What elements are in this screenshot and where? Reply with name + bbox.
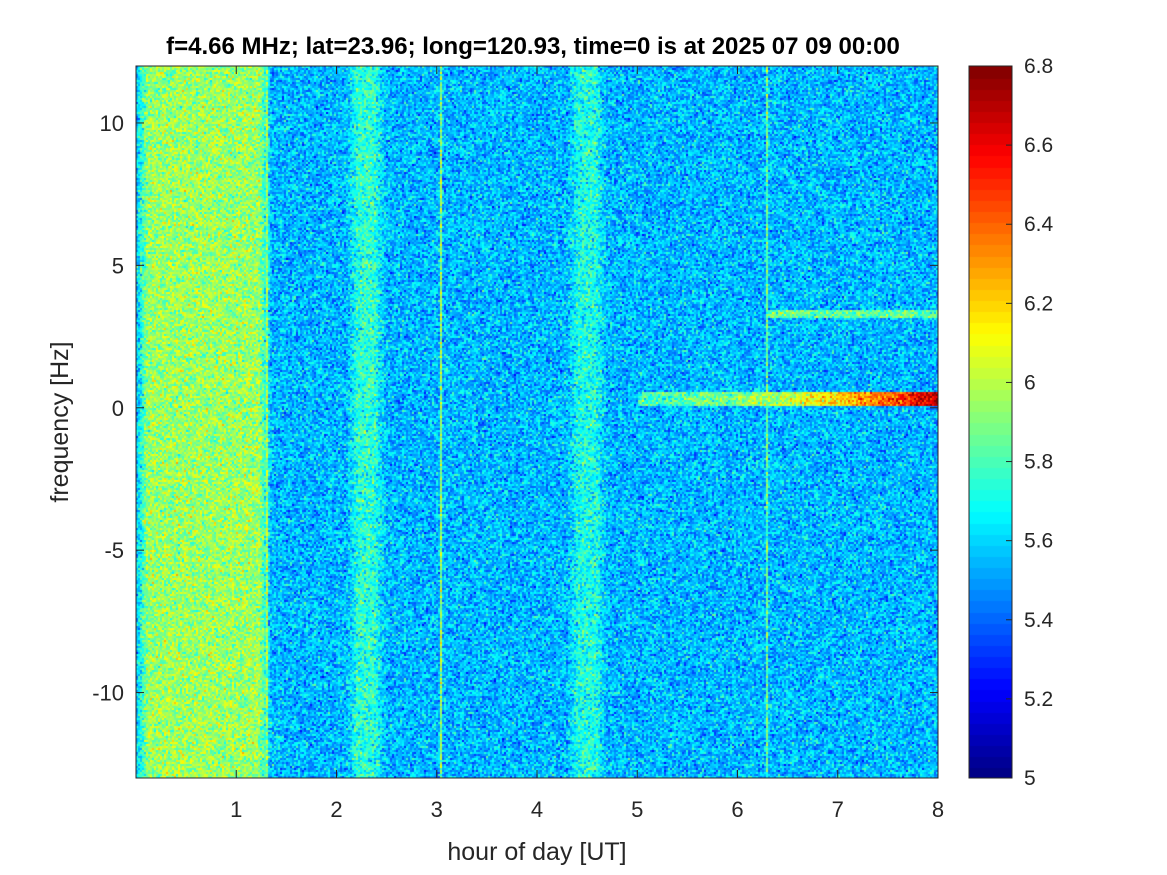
x-tick-label: 1 bbox=[230, 797, 242, 822]
colorbar-tick-label: 6.6 bbox=[1024, 134, 1053, 157]
heatmap-cells bbox=[136, 66, 938, 778]
colorbar-tick-label: 6.4 bbox=[1024, 213, 1054, 236]
y-axis: -10 -5 0 5 10 bbox=[92, 111, 938, 706]
colorbar-tick-label: 5.2 bbox=[1024, 688, 1053, 711]
heatmap-canvas-holder bbox=[136, 66, 938, 778]
y-tick-label: -10 bbox=[92, 681, 124, 706]
x-tick-label: 3 bbox=[431, 797, 443, 822]
colorbar-tick-label: 5.8 bbox=[1024, 451, 1053, 474]
y-tick-label: 0 bbox=[112, 396, 124, 421]
colorbar-tick-label: 5.6 bbox=[1024, 530, 1053, 553]
colorbar-gradient bbox=[969, 66, 1012, 778]
chart-title: f=4.66 MHz; lat=23.96; long=120.93, time… bbox=[166, 33, 900, 60]
x-tick-label: 7 bbox=[832, 797, 844, 822]
colorbar-ticks: 5 5.2 5.4 5.6 5.8 6 6.2 6.4 6.6 6.8 bbox=[1006, 55, 1054, 790]
x-tick-label: 5 bbox=[631, 797, 643, 822]
colorbar-tick-label: 5 bbox=[1024, 767, 1036, 790]
x-tick-label: 8 bbox=[932, 797, 944, 822]
x-axis: 1 2 3 4 5 6 7 8 bbox=[230, 66, 944, 822]
colorbar-tick-label: 6.8 bbox=[1024, 55, 1053, 78]
colorbar-tick-label: 5.4 bbox=[1024, 609, 1054, 632]
colorbar-frame bbox=[968, 65, 1013, 779]
x-axis-label: hour of day [UT] bbox=[447, 838, 626, 866]
y-tick-label: 5 bbox=[112, 253, 124, 278]
x-tick-label: 6 bbox=[731, 797, 743, 822]
colorbar-tick-label: 6 bbox=[1024, 371, 1036, 394]
x-tick-label: 2 bbox=[330, 797, 342, 822]
colorbar-tick-label: 6.2 bbox=[1024, 292, 1053, 315]
y-tick-label: 10 bbox=[100, 111, 124, 136]
colorbar: 5 5.2 5.4 5.6 5.8 6 6.2 6.4 6.6 6.8 bbox=[968, 55, 1054, 790]
y-tick-label: -5 bbox=[104, 538, 124, 563]
colorbar-gradient-holder bbox=[969, 66, 1012, 778]
x-tick-label: 4 bbox=[531, 797, 543, 822]
plot-area bbox=[135, 65, 939, 779]
y-axis-label: frequency [Hz] bbox=[46, 341, 74, 502]
